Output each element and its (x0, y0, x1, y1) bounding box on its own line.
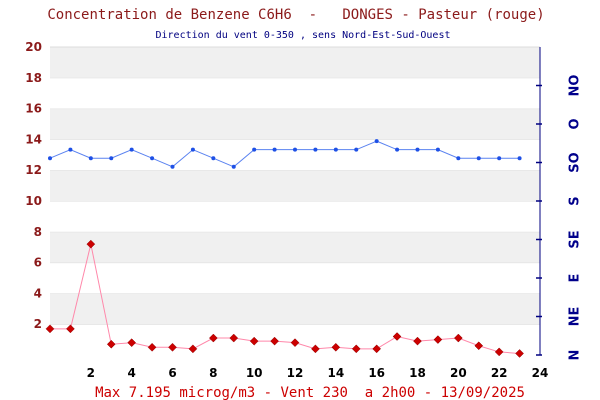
benzene-point (208, 333, 218, 343)
benzene-point (372, 344, 382, 354)
y-tick-label: 6 (34, 256, 42, 270)
wind-direction-label: S (568, 196, 583, 205)
benzene-point (147, 342, 157, 352)
wind-direction-point (333, 147, 338, 152)
benzene-point (433, 335, 443, 344)
benzene-point (453, 333, 463, 343)
wind-direction-axis: N NE E SE S SO O NO (536, 47, 583, 360)
benzene-point (188, 344, 198, 354)
wind-direction-label: SO (568, 152, 583, 172)
wind-direction-point (497, 156, 502, 161)
x-tick-label: 2 (87, 366, 95, 380)
wind-direction-point (313, 147, 318, 152)
wind-direction-point (190, 147, 195, 152)
wind-direction-point (435, 147, 440, 152)
wind-direction-point (129, 147, 134, 152)
chart-subtitle: Direction du vent 0-350 , sens Nord-Est-… (155, 30, 450, 41)
series-layer (45, 139, 524, 358)
benzene-point (270, 336, 279, 346)
benzene-point (351, 344, 361, 354)
chart-footer: Max 7.195 microg/m3 - Vent 230 a 2h00 - … (95, 385, 525, 400)
y-tick-label: 8 (34, 225, 42, 239)
wind-direction-point (476, 156, 481, 161)
y-tick-label: 14 (25, 132, 42, 146)
plot-band (50, 231, 540, 263)
plot-band (50, 262, 540, 294)
wind-direction-label: N (568, 350, 583, 361)
benzene-point (413, 336, 422, 346)
y-tick-label: 12 (25, 163, 42, 177)
wind-direction-point (456, 156, 461, 161)
wind-direction-point (293, 147, 297, 152)
benzene-point (229, 333, 239, 343)
benzene-point (392, 332, 402, 341)
x-tick-label: 24 (532, 366, 549, 380)
wind-direction-point (150, 156, 155, 161)
y-axis-ticks: 2 4 6 8 10 12 14 16 18 20 (25, 40, 42, 331)
wind-direction-point (517, 156, 522, 161)
plot-band (50, 77, 540, 109)
x-tick-label: 16 (368, 366, 385, 380)
x-tick-label: 18 (409, 366, 426, 380)
x-tick-label: 8 (209, 366, 217, 380)
wind-direction-label: SE (568, 230, 583, 248)
wind-direction-point (415, 147, 420, 152)
y-tick-label: 2 (34, 317, 42, 331)
benzene-point (86, 239, 96, 249)
wind-direction-label: NE (568, 307, 583, 327)
x-axis-ticks: 2 4 6 8 10 12 14 16 18 20 22 24 (87, 366, 549, 380)
y-tick-label: 16 (25, 102, 42, 116)
x-tick-label: 14 (327, 366, 344, 380)
wind-direction-point (374, 139, 379, 144)
wind-direction-point (272, 147, 277, 152)
benzene-point (249, 336, 259, 346)
x-tick-label: 12 (287, 366, 304, 380)
y-tick-label: 18 (25, 71, 42, 85)
x-tick-label: 10 (246, 366, 263, 380)
benzene-point (290, 338, 300, 348)
wind-direction-point (68, 147, 73, 152)
benzene-point (474, 341, 484, 351)
plot-band (50, 170, 540, 201)
wind-direction-point (231, 164, 236, 169)
plot-band (50, 108, 540, 140)
x-tick-label: 6 (168, 366, 176, 380)
benzene-point (168, 342, 177, 352)
plot-band (50, 47, 540, 78)
benzene-point (127, 338, 137, 348)
plot-band (50, 293, 540, 325)
wind-direction-point (109, 156, 114, 161)
benzene-point (66, 324, 75, 334)
y-tick-label: 4 (34, 286, 42, 300)
x-tick-label: 20 (450, 366, 467, 380)
benzene-point (311, 344, 320, 354)
benzene-point (494, 347, 504, 357)
y-tick-label: 10 (25, 194, 42, 208)
wind-direction-label: NO (568, 75, 583, 97)
wind-direction-point (354, 147, 359, 152)
plot-background (50, 46, 540, 355)
y-tick-label: 20 (25, 40, 42, 54)
x-tick-label: 4 (127, 366, 135, 380)
wind-direction-label: O (568, 118, 583, 129)
benzene-point (331, 342, 341, 352)
plot-band (50, 139, 540, 171)
wind-direction-point (170, 164, 175, 169)
plot-band (50, 201, 540, 232)
benzene-point (45, 324, 55, 334)
benzene-point (515, 349, 524, 358)
wind-direction-point (88, 156, 93, 161)
x-tick-label: 22 (491, 366, 508, 380)
chart-title: Concentration de Benzene C6H6 - DONGES -… (47, 7, 544, 23)
wind-direction-point (211, 156, 216, 161)
wind-direction-label: E (568, 274, 583, 283)
wind-direction-point (252, 147, 257, 152)
wind-direction-point (48, 156, 52, 161)
wind-direction-point (395, 147, 400, 152)
wind-direction-line (49, 140, 520, 168)
benzene-point (106, 339, 116, 349)
